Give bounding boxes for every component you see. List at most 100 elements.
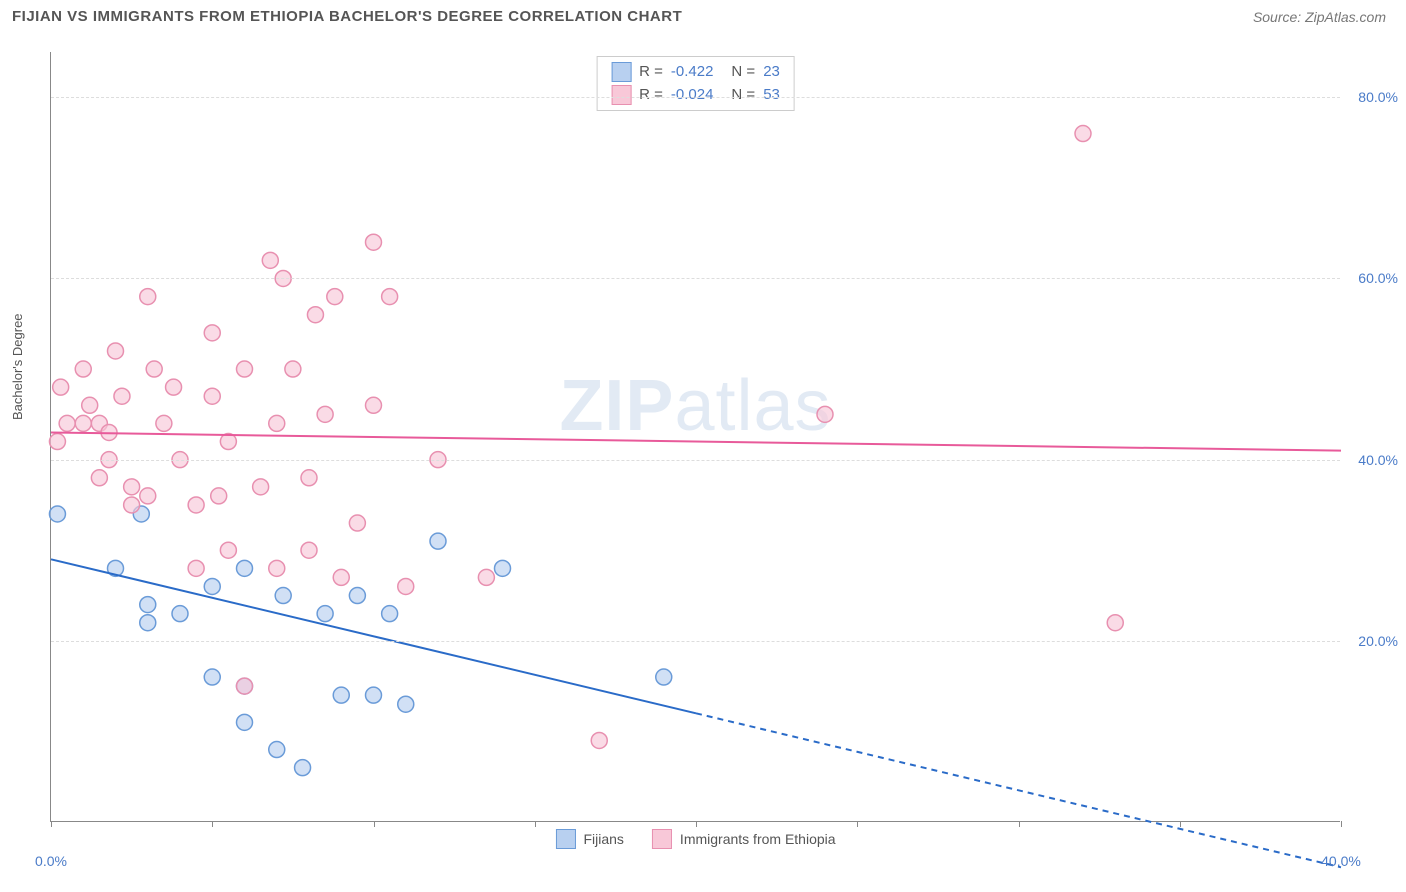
scatter-point: [478, 569, 494, 585]
scatter-point: [317, 606, 333, 622]
legend-stats: R = -0.422 N = 23R = -0.024 N = 53: [596, 56, 795, 111]
x-tick: [535, 821, 536, 827]
scatter-point: [398, 696, 414, 712]
scatter-point: [1107, 615, 1123, 631]
scatter-point: [269, 742, 285, 758]
legend-series-label: Immigrants from Ethiopia: [680, 831, 836, 847]
scatter-point: [656, 669, 672, 685]
scatter-point: [204, 388, 220, 404]
scatter-point: [237, 714, 253, 730]
scatter-point: [172, 606, 188, 622]
legend-series-item: Immigrants from Ethiopia: [652, 829, 836, 849]
scatter-point: [430, 533, 446, 549]
scatter-point: [301, 470, 317, 486]
legend-n-value: 23: [763, 61, 780, 84]
x-tick: [1019, 821, 1020, 827]
scatter-point: [211, 488, 227, 504]
scatter-point: [349, 588, 365, 604]
legend-swatch: [611, 85, 631, 105]
gridline: [51, 97, 1340, 98]
gridline: [51, 460, 1340, 461]
scatter-point: [333, 569, 349, 585]
scatter-point: [75, 415, 91, 431]
legend-series-label: Fijians: [583, 831, 623, 847]
scatter-point: [91, 470, 107, 486]
legend-r-label: R =: [639, 61, 663, 84]
legend-series: Fijians Immigrants from Ethiopia: [555, 829, 835, 849]
scatter-point: [237, 560, 253, 576]
scatter-point: [398, 578, 414, 594]
scatter-point: [327, 289, 343, 305]
scatter-point: [269, 415, 285, 431]
scatter-point: [275, 588, 291, 604]
gridline: [51, 641, 1340, 642]
scatter-point: [295, 760, 311, 776]
scatter-point: [269, 560, 285, 576]
scatter-point: [49, 434, 65, 450]
scatter-point: [124, 497, 140, 513]
legend-r-value: -0.024: [671, 84, 714, 107]
scatter-point: [1075, 126, 1091, 142]
scatter-point: [382, 606, 398, 622]
y-axis-label: Bachelor's Degree: [10, 313, 25, 420]
scatter-point: [188, 560, 204, 576]
scatter-point: [262, 252, 278, 268]
source-credit: Source: ZipAtlas.com: [1253, 9, 1386, 25]
y-tick-label: 60.0%: [1358, 270, 1398, 286]
scatter-point: [366, 234, 382, 250]
scatter-point: [301, 542, 317, 558]
legend-stats-row: R =-0.422N =23: [611, 61, 780, 84]
x-tick-label: 0.0%: [35, 853, 67, 869]
y-tick-label: 80.0%: [1358, 89, 1398, 105]
scatter-point: [166, 379, 182, 395]
scatter-point: [204, 669, 220, 685]
scatter-point: [253, 479, 269, 495]
scatter-point: [237, 678, 253, 694]
chart-title: FIJIAN VS IMMIGRANTS FROM ETHIOPIA BACHE…: [12, 8, 682, 25]
x-tick: [212, 821, 213, 827]
scatter-point: [75, 361, 91, 377]
legend-n-label: N =: [731, 84, 755, 107]
legend-stats-row: R = -0.024 N = 53: [611, 84, 780, 107]
scatter-point: [349, 515, 365, 531]
scatter-point: [53, 379, 69, 395]
legend-swatch: [611, 62, 631, 82]
scatter-point: [366, 397, 382, 413]
x-tick: [1180, 821, 1181, 827]
scatter-point: [382, 289, 398, 305]
scatter-point: [317, 406, 333, 422]
x-tick: [857, 821, 858, 827]
scatter-point: [333, 687, 349, 703]
x-tick: [696, 821, 697, 827]
scatter-point: [366, 687, 382, 703]
legend-r-label: R =: [639, 84, 663, 107]
y-tick-label: 40.0%: [1358, 452, 1398, 468]
x-tick: [51, 821, 52, 827]
scatter-point: [140, 289, 156, 305]
scatter-point: [220, 542, 236, 558]
legend-swatch: [555, 829, 575, 849]
legend-series-item: Fijians: [555, 829, 623, 849]
scatter-point: [237, 361, 253, 377]
legend-r-value: -0.422: [671, 61, 714, 84]
legend-n-value: 53: [763, 84, 780, 107]
trend-line: [51, 432, 1341, 450]
scatter-point: [591, 732, 607, 748]
scatter-point: [114, 388, 130, 404]
x-tick: [1341, 821, 1342, 827]
scatter-point: [188, 497, 204, 513]
scatter-point: [285, 361, 301, 377]
scatter-point: [495, 560, 511, 576]
legend-swatch: [652, 829, 672, 849]
scatter-point: [124, 479, 140, 495]
chart-plot-area: ZIPatlas R =-0.422N =23R =-0.024N =53 Fi…: [50, 52, 1340, 822]
scatter-point: [108, 343, 124, 359]
scatter-point: [307, 307, 323, 323]
gridline: [51, 278, 1340, 279]
scatter-point: [49, 506, 65, 522]
x-tick: [374, 821, 375, 827]
x-tick-label: 40.0%: [1321, 853, 1361, 869]
scatter-svg: [51, 52, 1340, 821]
scatter-point: [204, 325, 220, 341]
scatter-point: [146, 361, 162, 377]
